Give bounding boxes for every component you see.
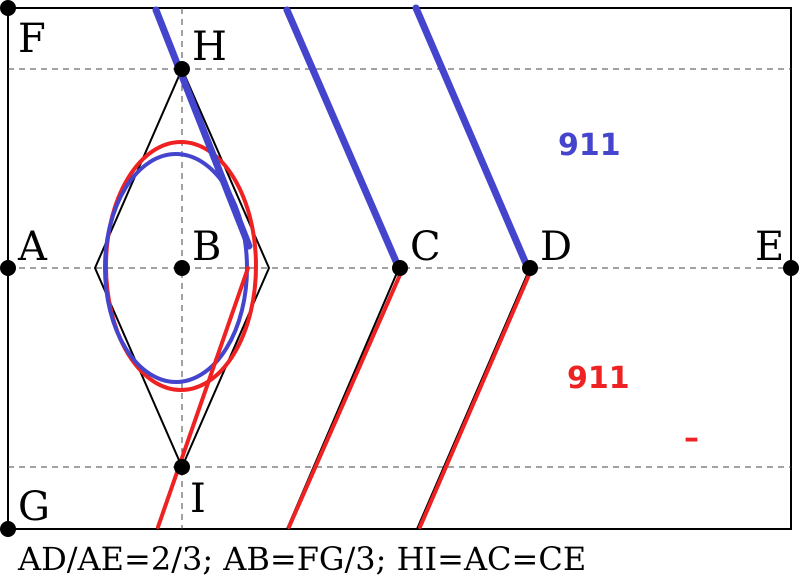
blue-line-b xyxy=(152,6,253,250)
red-line-c xyxy=(287,266,405,529)
point-a xyxy=(0,260,16,276)
blue-number: 911 xyxy=(558,128,621,163)
label-i: I xyxy=(190,476,206,522)
blue-lines xyxy=(152,4,531,270)
label-e: E xyxy=(755,224,784,270)
red-dash: – xyxy=(684,421,699,456)
label-b: B xyxy=(192,224,221,270)
label-g: G xyxy=(18,484,50,530)
point-g xyxy=(0,521,16,537)
red-lines xyxy=(156,266,534,529)
point-c xyxy=(392,260,408,276)
point-f xyxy=(0,0,16,16)
label-h: H xyxy=(192,24,227,70)
label-a: A xyxy=(17,224,48,270)
label-d: D xyxy=(540,224,572,270)
red-number: 911 xyxy=(567,361,630,396)
red-line-b xyxy=(156,266,250,529)
caption: AD/AE=2/3; AB=FG/3; HI=AC=CE xyxy=(17,540,586,578)
blue-line-c xyxy=(283,6,402,270)
guide-lines xyxy=(8,8,791,529)
point-d xyxy=(522,260,538,276)
point-b xyxy=(174,260,190,276)
point-e xyxy=(783,260,799,276)
label-c: C xyxy=(410,224,441,270)
point-i xyxy=(174,459,190,475)
points xyxy=(0,0,799,537)
blue-line-d xyxy=(412,4,531,270)
red-line-d xyxy=(418,266,534,529)
point-h xyxy=(174,61,190,77)
label-f: F xyxy=(18,16,46,62)
